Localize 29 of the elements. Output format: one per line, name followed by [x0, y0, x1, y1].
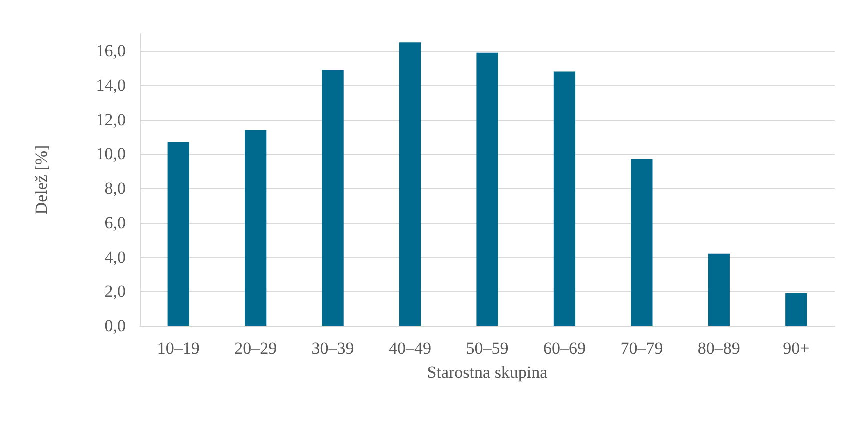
x-tick-label: 40–49 [389, 339, 432, 358]
y-tick-label: 6,0 [104, 213, 126, 232]
bar [245, 130, 267, 326]
bar [168, 142, 190, 326]
y-tick-label: 12,0 [96, 110, 126, 130]
y-tick-label: 4,0 [104, 248, 126, 267]
y-tick-label: 10,0 [96, 144, 126, 164]
y-tick-label: 14,0 [96, 76, 126, 96]
bar [322, 70, 344, 326]
bar [786, 293, 808, 326]
x-tick-label: 30–39 [312, 339, 354, 358]
x-tick-label: 20–29 [234, 339, 278, 358]
bar [708, 254, 730, 326]
bar [399, 42, 422, 326]
y-tick-label: 2,0 [104, 282, 126, 302]
y-tick-label: 8,0 [104, 179, 126, 198]
x-tick-label: 80–89 [698, 339, 740, 358]
x-tick-label: 90+ [783, 339, 810, 358]
x-axis-title: Starostna skupina [427, 363, 548, 382]
x-tick-label: 70–79 [620, 339, 664, 358]
bar [631, 159, 653, 326]
y-tick-label: 0,0 [104, 316, 126, 336]
bar [476, 52, 498, 326]
x-tick-label: 10–19 [157, 339, 200, 358]
y-axis-title: Delež [%] [32, 145, 51, 215]
bar [554, 72, 576, 326]
x-tick-label: 60–69 [543, 339, 586, 358]
x-tick-label: 50–59 [466, 339, 509, 358]
y-tick-label: 16,0 [96, 42, 126, 61]
